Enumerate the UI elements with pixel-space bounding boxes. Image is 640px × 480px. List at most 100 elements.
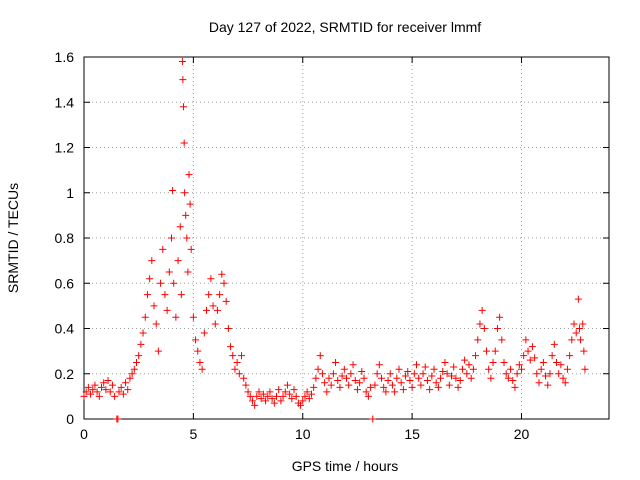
data-point [399, 386, 407, 394]
data-point [207, 275, 215, 283]
y-tick-label: 1.2 [55, 140, 75, 156]
data-point [231, 365, 239, 373]
data-point [531, 354, 539, 362]
data-point [522, 336, 530, 344]
data-point [135, 352, 143, 360]
data-point [176, 223, 184, 231]
data-point [141, 313, 149, 321]
data-point [426, 386, 434, 394]
data-point [224, 325, 232, 332]
data-point [542, 372, 550, 380]
data-point [555, 370, 563, 378]
data-point [561, 379, 569, 387]
data-point [181, 189, 189, 197]
data-point [184, 268, 192, 276]
data-point [209, 302, 217, 310]
data-point [351, 377, 359, 385]
data-point [432, 379, 440, 387]
data-point [253, 392, 261, 400]
data-point [520, 352, 528, 360]
data-point [382, 388, 390, 396]
data-points [80, 58, 589, 423]
data-point [114, 415, 122, 423]
data-point [178, 58, 186, 66]
data-point [316, 352, 324, 360]
data-point [179, 76, 187, 84]
data-point [277, 397, 285, 405]
data-point [196, 358, 204, 366]
data-point [419, 370, 427, 378]
data-point [493, 325, 501, 332]
data-point [364, 392, 372, 400]
data-point [550, 340, 558, 348]
data-point [297, 401, 305, 409]
y-tick-label: 1.4 [55, 94, 75, 110]
data-point [325, 374, 333, 382]
data-point [463, 370, 471, 378]
data-point [84, 383, 92, 391]
data-point [213, 306, 221, 314]
data-point [95, 392, 103, 400]
data-point [393, 374, 401, 382]
data-point [165, 268, 173, 276]
data-point [498, 336, 506, 344]
x-tick-label: 10 [295, 426, 311, 442]
data-point [180, 103, 188, 111]
y-axis-label: SRMTID / TECUs [5, 183, 21, 293]
data-point [336, 383, 344, 391]
data-point [259, 390, 267, 398]
data-point [397, 379, 405, 387]
data-point [439, 367, 447, 375]
data-point [375, 361, 383, 369]
data-point [146, 275, 154, 283]
data-point [303, 388, 311, 396]
data-point [130, 365, 138, 373]
data-point [544, 381, 552, 389]
data-point [91, 381, 99, 389]
data-point [537, 365, 545, 373]
data-point [170, 279, 178, 287]
data-point [182, 211, 190, 219]
y-tick-label: 0.6 [55, 275, 75, 291]
data-point [574, 295, 582, 303]
data-point [87, 390, 95, 398]
data-point [270, 399, 278, 407]
data-point [211, 320, 219, 328]
data-point [452, 374, 460, 382]
x-tick-label: 20 [514, 426, 530, 442]
data-point [150, 302, 158, 310]
data-point [305, 395, 313, 403]
data-point [343, 374, 350, 382]
data-point [515, 361, 523, 369]
data-point [553, 358, 560, 366]
data-point [218, 270, 226, 278]
data-point [292, 392, 300, 400]
data-point [122, 379, 130, 387]
chart-title: Day 127 of 2022, SRMTID for receiver lmm… [209, 19, 481, 35]
data-point [349, 361, 357, 369]
data-point [406, 377, 414, 385]
data-point [450, 363, 458, 371]
data-point [526, 356, 534, 364]
data-point [139, 329, 147, 337]
data-point [563, 365, 571, 373]
data-point [483, 347, 490, 355]
data-point [148, 257, 156, 265]
data-point [240, 374, 248, 382]
data-point [461, 356, 469, 364]
data-point [557, 361, 565, 369]
data-point [378, 374, 385, 382]
data-point [491, 347, 499, 355]
data-point [334, 377, 342, 385]
data-point [89, 386, 97, 394]
data-point [194, 347, 202, 355]
data-point [332, 358, 340, 366]
x-axis-label: GPS time / hours [292, 458, 399, 474]
data-point [180, 139, 188, 147]
data-point [106, 388, 114, 396]
data-point [388, 381, 396, 389]
data-point [187, 245, 195, 253]
data-point [143, 291, 151, 299]
